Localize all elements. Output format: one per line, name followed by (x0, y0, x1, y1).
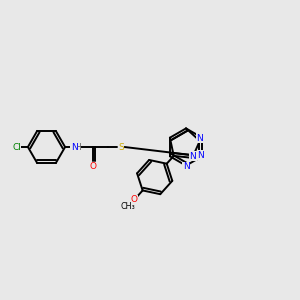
Text: N: N (190, 152, 196, 161)
Text: Cl: Cl (12, 142, 21, 152)
Text: O: O (89, 162, 96, 171)
Text: CH₃: CH₃ (121, 202, 136, 211)
Text: N: N (197, 151, 204, 160)
Text: N: N (71, 142, 77, 152)
Text: N: N (183, 162, 189, 171)
Text: S: S (118, 142, 124, 152)
Text: O: O (131, 195, 138, 204)
Text: H: H (75, 142, 81, 152)
Text: N: N (196, 134, 203, 143)
